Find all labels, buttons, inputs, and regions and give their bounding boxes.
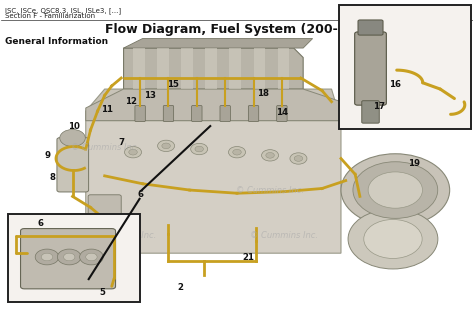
Text: ns Inc.: ns Inc. [129,231,156,240]
Polygon shape [278,48,290,89]
Bar [338,5,471,128]
Polygon shape [205,48,217,89]
Circle shape [290,153,307,164]
Polygon shape [86,111,341,253]
Circle shape [57,249,81,265]
Circle shape [64,253,75,261]
Text: 15: 15 [167,80,179,89]
Text: 19: 19 [408,159,420,168]
Text: 9: 9 [45,151,51,160]
Circle shape [129,149,137,155]
Text: 6: 6 [137,190,143,199]
Circle shape [294,156,303,161]
FancyBboxPatch shape [135,106,146,122]
Bar [8,214,140,302]
Circle shape [60,129,85,146]
Text: © Cummins Inc.: © Cummins Inc. [71,143,139,152]
Circle shape [157,140,174,152]
Polygon shape [124,48,303,89]
Polygon shape [181,48,193,89]
Circle shape [86,253,97,261]
FancyBboxPatch shape [248,106,259,122]
FancyBboxPatch shape [277,106,287,122]
FancyBboxPatch shape [355,32,386,105]
Polygon shape [86,89,341,121]
Text: 18: 18 [257,89,269,98]
Text: 17: 17 [373,102,385,111]
Polygon shape [157,48,169,89]
Circle shape [233,149,241,155]
Circle shape [228,146,246,158]
Circle shape [364,219,422,258]
Bar [0,47,474,307]
Text: 5: 5 [100,288,105,297]
FancyBboxPatch shape [358,20,383,35]
Polygon shape [254,48,265,89]
Circle shape [266,152,274,158]
Circle shape [41,253,53,261]
Circle shape [348,209,438,269]
FancyBboxPatch shape [163,106,173,122]
Circle shape [195,146,203,152]
FancyBboxPatch shape [220,106,230,122]
Circle shape [35,249,59,265]
Circle shape [341,154,450,226]
Text: 21: 21 [243,253,255,262]
FancyBboxPatch shape [362,101,379,123]
Text: 10: 10 [68,122,80,132]
Polygon shape [86,89,341,121]
Polygon shape [229,48,241,89]
Circle shape [162,143,170,149]
Circle shape [262,150,279,161]
Text: © Cummins Inc.: © Cummins Inc. [236,185,304,195]
Text: Section F - Familiarization: Section F - Familiarization [5,13,96,19]
Circle shape [353,162,438,218]
Circle shape [80,249,103,265]
Text: 14: 14 [276,108,288,117]
Text: © Cummins Inc.: © Cummins Inc. [250,231,318,240]
FancyBboxPatch shape [20,229,116,289]
Circle shape [125,146,142,158]
Text: ISC, ISCe, QSC8.3, ISL, ISLe3, [...]: ISC, ISCe, QSC8.3, ISL, ISLe3, [...] [5,7,121,14]
Text: 8: 8 [50,173,55,182]
FancyBboxPatch shape [191,106,202,122]
Text: 16: 16 [389,80,401,89]
Text: 2: 2 [177,283,183,292]
Text: 6: 6 [38,219,44,228]
Text: 7: 7 [118,138,124,147]
Text: 12: 12 [125,97,137,106]
Text: 13: 13 [144,91,155,100]
Polygon shape [124,39,313,48]
FancyBboxPatch shape [88,195,121,230]
Text: Page F-9: Page F-9 [439,13,469,19]
Text: Flow Diagram, Fuel System (200-001): Flow Diagram, Fuel System (200-001) [105,23,369,36]
Text: Flow Diagram, Fuel System: Flow Diagram, Fuel System [374,7,469,13]
Text: General Information: General Information [5,37,109,46]
Circle shape [191,143,208,155]
Text: 11: 11 [101,105,113,114]
FancyBboxPatch shape [57,138,89,192]
Polygon shape [133,48,145,89]
Circle shape [368,172,422,208]
